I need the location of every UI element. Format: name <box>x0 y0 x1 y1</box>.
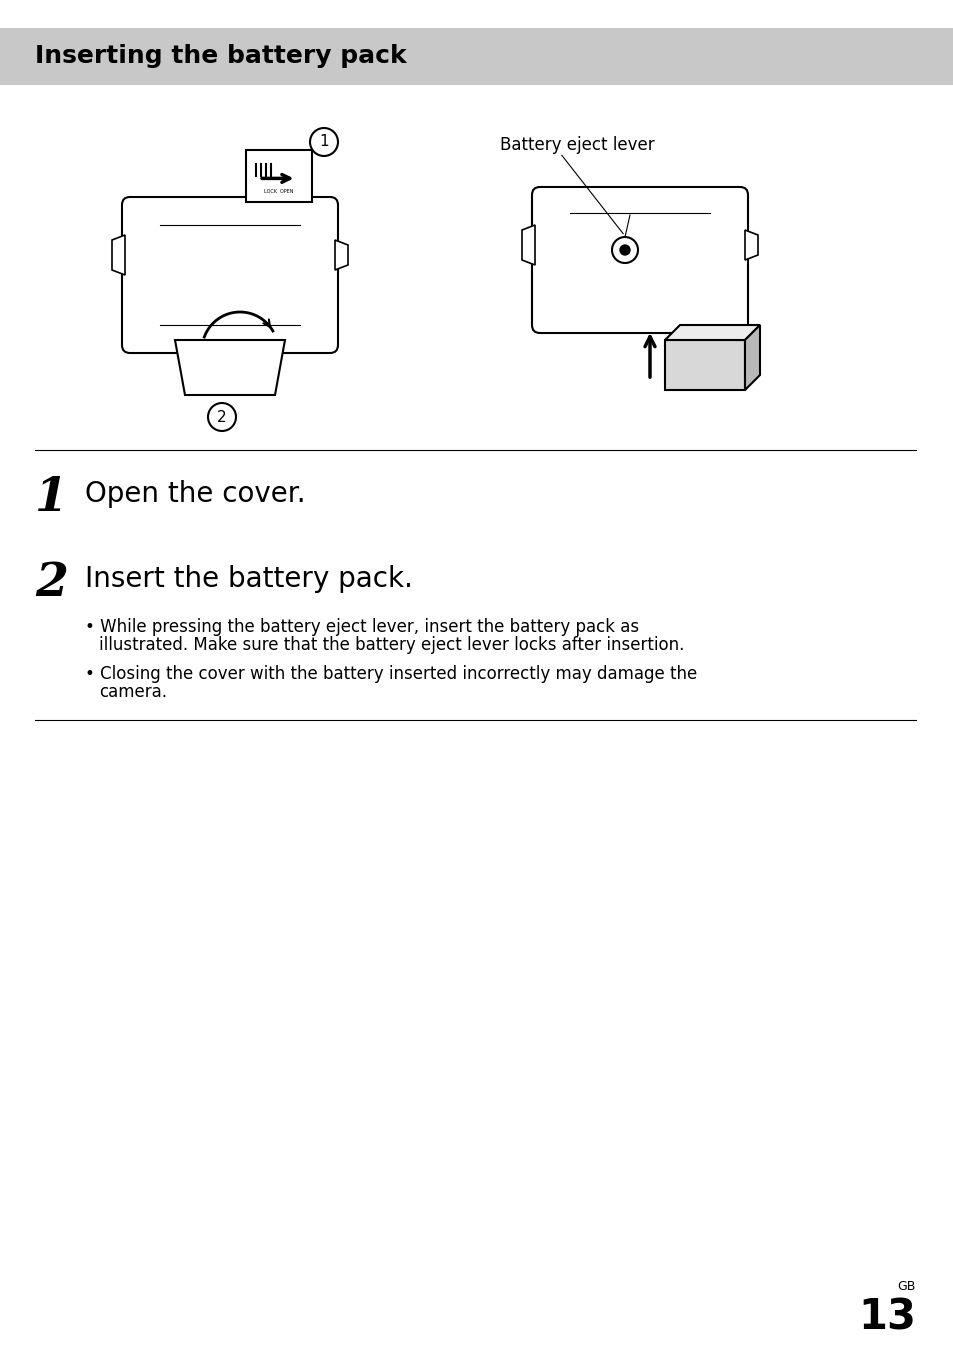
Text: illustrated. Make sure that the battery eject lever locks after insertion.: illustrated. Make sure that the battery … <box>99 636 683 654</box>
Polygon shape <box>744 230 758 260</box>
Text: • Closing the cover with the battery inserted incorrectly may damage the: • Closing the cover with the battery ins… <box>85 664 697 683</box>
Text: 2: 2 <box>35 560 68 607</box>
Text: Open the cover.: Open the cover. <box>85 480 305 508</box>
Polygon shape <box>664 325 760 340</box>
FancyBboxPatch shape <box>246 151 312 202</box>
Text: camera.: camera. <box>99 683 167 701</box>
Circle shape <box>619 245 629 256</box>
Text: LOCK  OPEN: LOCK OPEN <box>264 188 294 194</box>
Text: Inserting the battery pack: Inserting the battery pack <box>35 44 406 69</box>
Text: GB: GB <box>897 1280 915 1293</box>
Polygon shape <box>521 225 535 265</box>
Text: • While pressing the battery eject lever, insert the battery pack as: • While pressing the battery eject lever… <box>85 617 639 636</box>
Text: 13: 13 <box>857 1297 915 1340</box>
FancyBboxPatch shape <box>532 187 747 334</box>
Text: Insert the battery pack.: Insert the battery pack. <box>85 565 413 593</box>
Text: 1: 1 <box>35 475 68 521</box>
Text: 2: 2 <box>217 409 227 425</box>
Text: Battery eject lever: Battery eject lever <box>499 136 654 153</box>
Bar <box>0 28 953 85</box>
Polygon shape <box>664 340 744 390</box>
Circle shape <box>208 404 235 430</box>
Polygon shape <box>174 340 285 395</box>
Polygon shape <box>112 235 125 274</box>
Circle shape <box>612 237 638 264</box>
FancyBboxPatch shape <box>122 196 337 352</box>
Polygon shape <box>744 325 760 390</box>
Text: 1: 1 <box>319 134 329 149</box>
Circle shape <box>310 128 337 156</box>
Polygon shape <box>335 239 348 270</box>
